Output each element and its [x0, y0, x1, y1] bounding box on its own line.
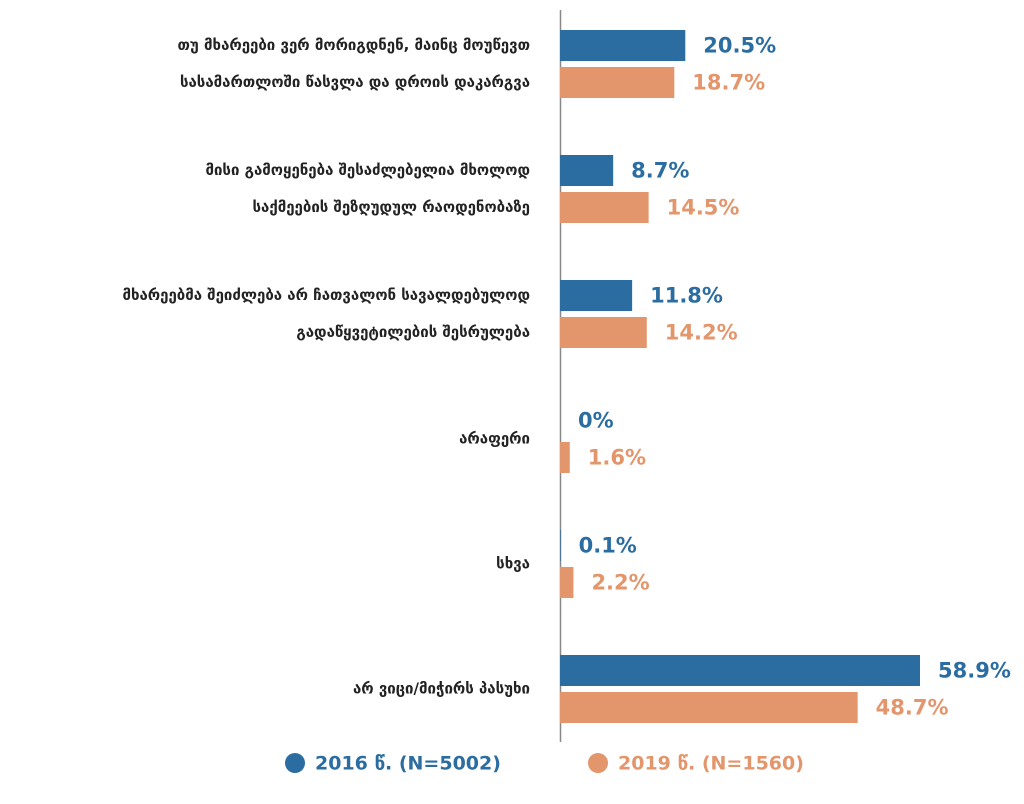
bar [560, 317, 647, 348]
bar [560, 530, 561, 561]
category-label: სასამართლოში წასვლა და დროის დაკარგვა [180, 73, 530, 91]
category-label: მხარეებმა შეიძლება არ ჩათვალონ სავალდებუ… [122, 286, 530, 304]
legend-label: 2019 წ. (N=1560) [618, 753, 804, 775]
legend-marker [285, 753, 305, 773]
bar [560, 567, 574, 598]
bar [560, 155, 614, 186]
value-label: 2.2% [591, 571, 649, 595]
bar [560, 442, 570, 473]
category-label: საქმეების შეზღუდულ რაოდენობაზე [252, 198, 530, 216]
bar [560, 192, 649, 223]
category-label: თუ მხარეები ვერ მორიგდნენ, მაინც მოუწევთ [178, 36, 531, 54]
bar [560, 655, 920, 686]
category-label: არ ვიცი/მიჭირს პასუხი [353, 680, 530, 698]
value-label: 0.1% [579, 534, 637, 558]
bar [560, 30, 686, 61]
value-label: 8.7% [631, 159, 689, 183]
bar [560, 692, 858, 723]
value-label: 14.5% [667, 196, 740, 220]
category-label: მისი გამოყენება შესაძლებელია მხოლოდ [205, 161, 530, 179]
legend-label: 2016 წ. (N=5002) [315, 753, 501, 775]
bar [560, 67, 675, 98]
category-label: გადაწყვეტილების შესრულება [296, 323, 530, 341]
value-label: 58.9% [938, 659, 1011, 683]
category-label: სხვა [496, 555, 530, 573]
value-label: 18.7% [692, 71, 765, 95]
value-label: 11.8% [650, 284, 723, 308]
category-label: არაფერი [459, 430, 530, 448]
bar [560, 280, 633, 311]
value-label: 0% [578, 409, 614, 433]
value-label: 14.2% [665, 321, 738, 345]
legend-marker [588, 753, 608, 773]
value-label: 20.5% [703, 34, 776, 58]
value-label: 48.7% [876, 696, 949, 720]
value-label: 1.6% [588, 446, 646, 470]
